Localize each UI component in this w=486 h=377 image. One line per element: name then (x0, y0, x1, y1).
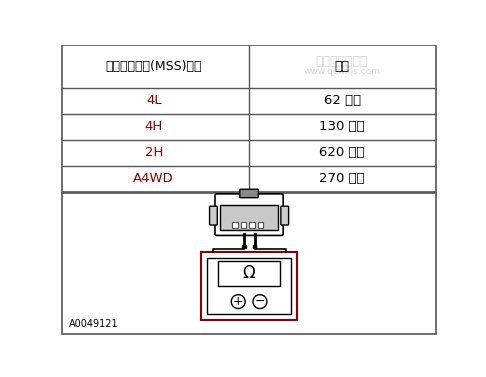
Text: A0049121: A0049121 (69, 319, 118, 329)
Text: −: − (255, 295, 265, 308)
Text: 130 欧姆: 130 欧姆 (319, 120, 365, 133)
Text: +: + (233, 295, 243, 308)
FancyBboxPatch shape (215, 194, 283, 235)
Text: 4H: 4H (145, 120, 163, 133)
Bar (241, 222, 246, 228)
Bar (249, 222, 255, 228)
Circle shape (231, 295, 245, 308)
Bar (201, 251, 297, 320)
Text: Ω: Ω (243, 264, 256, 282)
Bar (232, 222, 238, 228)
Bar (207, 258, 291, 314)
Text: A4WD: A4WD (133, 172, 174, 185)
Text: 620 欧姆: 620 欧姆 (319, 146, 365, 159)
Text: 62 欧姆: 62 欧姆 (324, 94, 361, 107)
Bar (62, 45, 436, 192)
Text: 电阻: 电阻 (334, 60, 349, 73)
Bar (258, 222, 263, 228)
Bar (242, 245, 245, 248)
Text: 4L: 4L (146, 94, 161, 107)
FancyBboxPatch shape (281, 206, 289, 225)
Bar (253, 245, 257, 248)
FancyBboxPatch shape (209, 206, 217, 225)
Bar (220, 205, 278, 230)
Text: 270 欧姆: 270 欧姆 (319, 172, 365, 185)
Text: www.qcwxjs.com: www.qcwxjs.com (304, 66, 381, 75)
Bar (62, 193, 436, 334)
Text: 模式选择开关(MSS)位置: 模式选择开关(MSS)位置 (105, 60, 202, 73)
Text: 2H: 2H (144, 146, 163, 159)
Text: 汽车维修技术网: 汽车维修技术网 (316, 55, 368, 68)
FancyBboxPatch shape (240, 189, 259, 198)
Circle shape (253, 295, 267, 308)
Bar (218, 261, 280, 286)
